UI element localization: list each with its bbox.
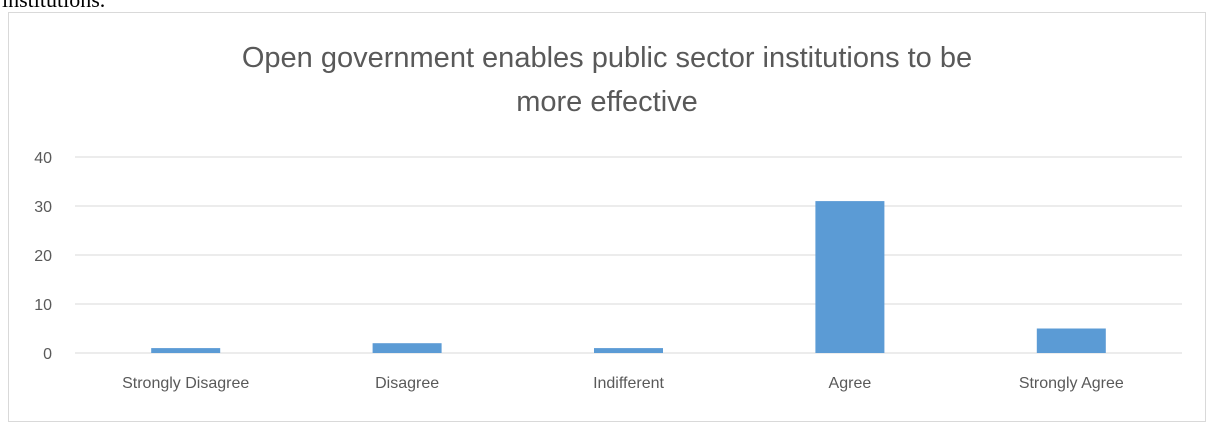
document-text-fragment: institutions. [2, 0, 105, 13]
chart-frame: Open government enables public sector in… [8, 12, 1206, 422]
bar-disagree [372, 343, 442, 353]
chart-title-line-1: Open government enables public sector in… [242, 42, 972, 74]
x-category-label: Disagree [375, 375, 439, 392]
gridlines [75, 156, 1182, 354]
y-axis-ticks: 0 10 20 30 40 [34, 150, 52, 363]
x-category-label: Strongly Agree [1019, 375, 1124, 392]
x-category-label: Agree [829, 375, 872, 392]
x-axis-categories: Strongly Disagree Disagree Indifferent Agre… [122, 375, 1124, 392]
bar-agree [815, 201, 885, 353]
x-category-label: Indifferent [593, 375, 664, 392]
y-tick-label: 40 [34, 150, 52, 167]
bar-strongly-agree [1036, 328, 1106, 353]
bars [151, 201, 1106, 353]
chart-title-line-2: more effective [516, 86, 698, 118]
bar-chart: Open government enables public sector in… [34, 42, 1182, 392]
y-tick-label: 20 [34, 248, 52, 265]
bar-strongly-disagree [151, 348, 221, 353]
y-tick-label: 0 [43, 346, 52, 363]
y-tick-label: 10 [34, 297, 52, 314]
y-tick-label: 30 [34, 199, 52, 216]
x-category-label: Strongly Disagree [122, 375, 249, 392]
bar-indifferent [594, 348, 663, 353]
